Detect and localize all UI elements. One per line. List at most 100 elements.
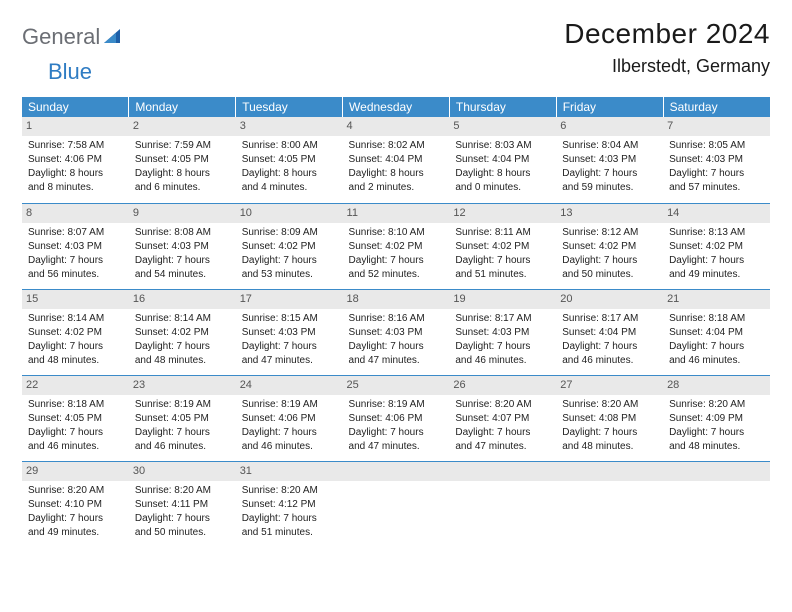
daylight-text: and 46 minutes. [242,440,337,454]
daylight-text: and 6 minutes. [135,181,230,195]
daylight-text: Daylight: 7 hours [455,254,550,268]
calendar-day-cell: 12Sunrise: 8:11 AMSunset: 4:02 PMDayligh… [449,203,556,289]
sunrise-text: Sunrise: 8:09 AM [242,226,337,240]
day-number: 4 [343,117,450,136]
calendar-day-cell [556,461,663,547]
calendar-week-row: 8Sunrise: 8:07 AMSunset: 4:03 PMDaylight… [22,203,770,289]
daylight-text: and 48 minutes. [562,440,657,454]
sunset-text: Sunset: 4:02 PM [28,326,123,340]
title-block: December 2024 Ilberstedt, Germany [564,18,770,77]
calendar-day-cell: 27Sunrise: 8:20 AMSunset: 4:08 PMDayligh… [556,375,663,461]
daylight-text: and 56 minutes. [28,268,123,282]
day-number: 6 [556,117,663,136]
sunset-text: Sunset: 4:05 PM [135,153,230,167]
daylight-text: Daylight: 7 hours [135,426,230,440]
daylight-text: and 54 minutes. [135,268,230,282]
sunset-text: Sunset: 4:02 PM [562,240,657,254]
day-number: 20 [556,290,663,309]
calendar-day-cell: 6Sunrise: 8:04 AMSunset: 4:03 PMDaylight… [556,117,663,203]
sunset-text: Sunset: 4:05 PM [28,412,123,426]
calendar-day-cell: 18Sunrise: 8:16 AMSunset: 4:03 PMDayligh… [343,289,450,375]
sunrise-text: Sunrise: 8:19 AM [242,398,337,412]
sunset-text: Sunset: 4:05 PM [242,153,337,167]
sunrise-text: Sunrise: 8:20 AM [135,484,230,498]
day-number: 19 [449,290,556,309]
daylight-text: Daylight: 8 hours [455,167,550,181]
weekday-header: Tuesday [236,97,343,117]
sunrise-text: Sunrise: 8:03 AM [455,139,550,153]
sunset-text: Sunset: 4:12 PM [242,498,337,512]
sunset-text: Sunset: 4:08 PM [562,412,657,426]
sunset-text: Sunset: 4:03 PM [349,326,444,340]
daylight-text: and 53 minutes. [242,268,337,282]
day-number: 5 [449,117,556,136]
daylight-text: and 46 minutes. [28,440,123,454]
calendar-day-cell: 22Sunrise: 8:18 AMSunset: 4:05 PMDayligh… [22,375,129,461]
calendar-week-row: 22 Sunrise: 8:18 AMSunset: 4:05 PM Dayligh… [22,375,770,461]
calendar-day-cell: 16Sunrise: 8:14 AMSunset: 4:02 PMDayligh… [129,289,236,375]
sunset-text: Sunset: 4:11 PM [135,498,230,512]
sunrise-text: Sunrise: 8:18 AM [669,312,764,326]
logo-text-blue: Blue [48,59,92,85]
daylight-text: Daylight: 7 hours [242,426,337,440]
calendar-day-cell [343,461,450,547]
sunset-text: Sunset: 4:03 PM [28,240,123,254]
day-number: 18 [343,290,450,309]
calendar-day-cell: 28Sunrise: 8:20 AMSunset: 4:09 PMDayligh… [663,375,770,461]
sunrise-text: Sunrise: 8:20 AM [242,484,337,498]
calendar-day-cell: 29Sunrise: 8:20 AMSunset: 4:10 PMDayligh… [22,461,129,547]
calendar-day-cell: 25Sunrise: 8:19 AMSunset: 4:06 PMDayligh… [343,375,450,461]
sunrise-text: Sunrise: 8:11 AM [455,226,550,240]
sunset-text: Sunset: 4:04 PM [562,326,657,340]
calendar-day-cell: 24Sunrise: 8:19 AMSunset: 4:06 PMDayligh… [236,375,343,461]
daylight-text: Daylight: 7 hours [349,426,444,440]
daylight-text: and 47 minutes. [349,354,444,368]
calendar-week-row: 29Sunrise: 8:20 AMSunset: 4:10 PMDayligh… [22,461,770,547]
weekday-header-row: Sunday Monday Tuesday Wednesday Thursday… [22,97,770,117]
sunset-text: Sunset: 4:07 PM [455,412,550,426]
daylight-text: and 50 minutes. [135,526,230,540]
sunrise-text: Sunrise: 7:58 AM [28,139,123,153]
weekday-header: Saturday [663,97,770,117]
sunrise-text: Sunrise: 8:18 AM [28,398,123,412]
logo: General [22,18,126,50]
sunset-text: Sunset: 4:04 PM [349,153,444,167]
sunrise-text: Sunrise: 8:20 AM [455,398,550,412]
calendar-day-cell [663,461,770,547]
daylight-text: and 46 minutes. [455,354,550,368]
daylight-text: Daylight: 7 hours [455,340,550,354]
sunset-text: Sunset: 4:03 PM [242,326,337,340]
day-number: 27 [556,376,663,395]
daylight-text: Daylight: 8 hours [28,167,123,181]
day-number-empty [343,462,450,481]
daylight-text: and 2 minutes. [349,181,444,195]
sunrise-text: Sunrise: 8:17 AM [562,312,657,326]
weekday-header: Thursday [449,97,556,117]
calendar-day-cell: 15Sunrise: 8:14 AMSunset: 4:02 PMDayligh… [22,289,129,375]
daylight-text: Daylight: 7 hours [349,340,444,354]
daylight-text: Daylight: 8 hours [242,167,337,181]
daylight-text: and 50 minutes. [562,268,657,282]
day-number: 23 [129,376,236,395]
sunrise-text: Sunrise: 8:20 AM [28,484,123,498]
day-number: 11 [343,204,450,223]
sunrise-text: Sunrise: 8:00 AM [242,139,337,153]
daylight-text: and 0 minutes. [455,181,550,195]
day-number: 22 [22,376,129,395]
daylight-text: Daylight: 7 hours [28,254,123,268]
calendar-day-cell: 31Sunrise: 8:20 AMSunset: 4:12 PMDayligh… [236,461,343,547]
sunrise-text: Sunrise: 8:12 AM [562,226,657,240]
sunrise-text: Sunrise: 7:59 AM [135,139,230,153]
sunrise-text: Sunrise: 8:10 AM [349,226,444,240]
daylight-text: Daylight: 7 hours [28,512,123,526]
daylight-text: Daylight: 7 hours [455,426,550,440]
day-number: 16 [129,290,236,309]
sunset-text: Sunset: 4:02 PM [242,240,337,254]
daylight-text: Daylight: 7 hours [669,167,764,181]
day-number: 25 [343,376,450,395]
sunrise-text: Sunrise: 8:07 AM [28,226,123,240]
calendar-day-cell: 7Sunrise: 8:05 AMSunset: 4:03 PMDaylight… [663,117,770,203]
logo-sail-icon [104,26,124,49]
day-number: 13 [556,204,663,223]
sunset-text: Sunset: 4:10 PM [28,498,123,512]
